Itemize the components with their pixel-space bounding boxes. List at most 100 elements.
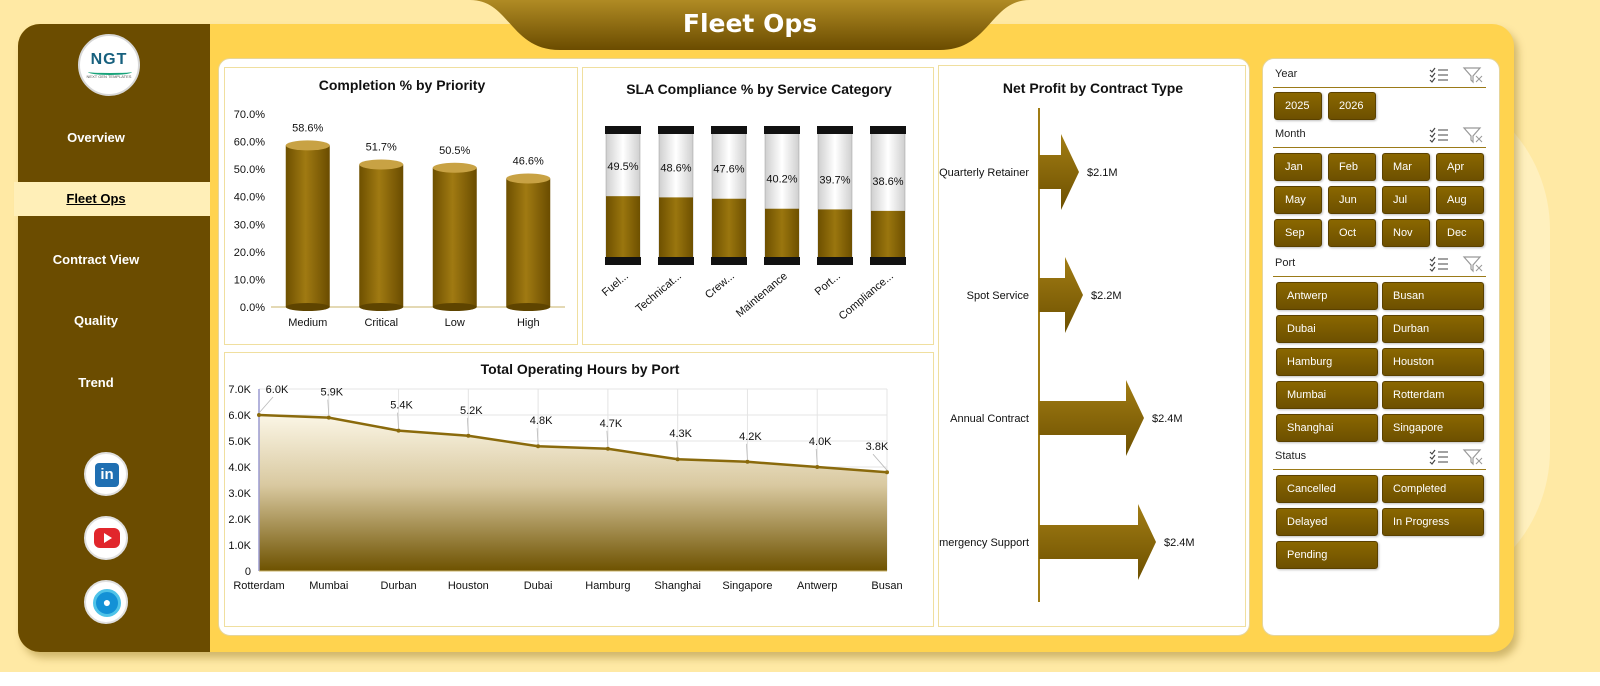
tube-cap-top: [658, 126, 694, 134]
slicer-month-may[interactable]: May: [1274, 186, 1322, 214]
slicer-year-2026[interactable]: 2026: [1328, 92, 1376, 120]
y-tick-label: 6.0K: [228, 410, 251, 422]
bar-medium[interactable]: [285, 140, 330, 311]
slicer-month-dec[interactable]: Dec: [1436, 219, 1484, 247]
bar-high[interactable]: [506, 173, 551, 311]
data-point[interactable]: [466, 433, 471, 438]
x-tick-label: Medium: [288, 317, 327, 329]
bar-low[interactable]: [432, 162, 477, 311]
slicer-port-mumbai[interactable]: Mumbai: [1276, 381, 1378, 409]
data-point[interactable]: [675, 457, 680, 462]
sla-bar[interactable]: [605, 126, 641, 265]
linkedin-icon: in: [95, 463, 119, 487]
y-tick-label: 40.0%: [234, 192, 265, 204]
slicer-status-in-progress[interactable]: In Progress: [1382, 508, 1484, 536]
slicer-month-mar[interactable]: Mar: [1382, 153, 1430, 181]
slicer-month-jan[interactable]: Jan: [1274, 153, 1322, 181]
x-tick-label: Crew...: [703, 270, 737, 301]
slicer-status-cancelled[interactable]: Cancelled: [1276, 475, 1378, 503]
slicer-month-aug[interactable]: Aug: [1436, 186, 1484, 214]
data-point[interactable]: [745, 459, 750, 464]
slicer-port-antwerp[interactable]: Antwerp: [1276, 282, 1378, 310]
tube-cap-top: [711, 126, 747, 134]
y-tick-label: 20.0%: [234, 247, 265, 259]
profit-arrow[interactable]: [1039, 504, 1156, 580]
bar-top: [285, 140, 330, 151]
category-label: Quarterly Retainer: [939, 167, 1029, 179]
slicer-port-durban[interactable]: Durban: [1382, 315, 1484, 343]
slicer-status-delayed[interactable]: Delayed: [1276, 508, 1378, 536]
sidebar-item-trend[interactable]: Trend: [78, 375, 114, 390]
data-label: 48.6%: [660, 162, 691, 174]
sla-bar[interactable]: [817, 126, 853, 265]
chart-sla-compliance: SLA Compliance % by Service Category 49.…: [582, 67, 934, 345]
slicer-port-hamburg[interactable]: Hamburg: [1276, 348, 1378, 376]
profit-arrow[interactable]: [1039, 380, 1144, 456]
sla-bar[interactable]: [658, 126, 694, 265]
clear-filter-icon[interactable]: [1462, 448, 1484, 466]
data-point[interactable]: [257, 413, 261, 417]
linkedin-button[interactable]: in: [84, 452, 128, 496]
sla-bar[interactable]: [764, 126, 800, 265]
data-point[interactable]: [396, 428, 401, 433]
slicer-month-nov[interactable]: Nov: [1382, 219, 1430, 247]
youtube-button[interactable]: [84, 516, 128, 560]
slicer-month-oct[interactable]: Oct: [1328, 219, 1376, 247]
data-label: $2.4M: [1164, 537, 1195, 549]
tube-fill: [659, 197, 693, 263]
slicer-status-pending[interactable]: Pending: [1276, 541, 1378, 569]
sidebar-item-fleet-ops[interactable]: Fleet Ops: [66, 191, 126, 206]
slicer-month-feb[interactable]: Feb: [1328, 153, 1376, 181]
data-label: 4.0K: [809, 436, 832, 448]
data-point[interactable]: [326, 415, 331, 420]
slicer-month-sep[interactable]: Sep: [1274, 219, 1322, 247]
chart-net-profit: Net Profit by Contract Type Quarterly Re…: [932, 65, 1246, 627]
data-point[interactable]: [605, 446, 610, 451]
sidebar-item-quality[interactable]: Quality: [73, 313, 119, 328]
chart-title: Completion % by Priority: [319, 77, 486, 93]
slicer-month-apr[interactable]: Apr: [1436, 153, 1484, 181]
slicer-port-shanghai[interactable]: Shanghai: [1276, 414, 1378, 442]
x-tick-label: Compliance...: [837, 270, 896, 322]
sidebar-item-overview[interactable]: Overview: [67, 130, 125, 145]
x-tick-label: Mumbai: [309, 580, 348, 592]
data-label: 4.7K: [600, 418, 623, 430]
slicer-month-jul[interactable]: Jul: [1382, 186, 1430, 214]
clear-filter-icon[interactable]: [1462, 255, 1484, 273]
x-tick-label: Fuel...: [600, 270, 631, 299]
slicer-port-rotterdam[interactable]: Rotterdam: [1382, 381, 1484, 409]
data-point[interactable]: [815, 465, 820, 469]
multi-select-icon[interactable]: [1428, 126, 1450, 144]
data-label: 38.6%: [872, 176, 903, 188]
slicer-port-houston[interactable]: Houston: [1382, 348, 1484, 376]
data-point[interactable]: [536, 444, 541, 449]
slicer-port-busan[interactable]: Busan: [1382, 282, 1484, 310]
multi-select-icon[interactable]: [1428, 255, 1450, 273]
slicer-month-jun[interactable]: Jun: [1328, 186, 1376, 214]
sla-bar[interactable]: [870, 126, 906, 265]
bar-body: [285, 145, 330, 307]
data-point[interactable]: [885, 470, 889, 475]
clear-filter-icon[interactable]: [1462, 66, 1484, 84]
slicer-year-2025[interactable]: 2025: [1274, 92, 1322, 120]
profit-arrow[interactable]: [1039, 134, 1079, 210]
clear-filter-icon[interactable]: [1462, 126, 1484, 144]
leader-line: [466, 417, 469, 434]
data-label: 4.8K: [530, 415, 553, 427]
slicer-port-dubai[interactable]: Dubai: [1276, 315, 1378, 343]
profit-arrow[interactable]: [1039, 257, 1083, 333]
leader-line: [327, 399, 330, 416]
multi-select-icon[interactable]: [1428, 448, 1450, 466]
bar-top: [506, 173, 551, 184]
leader-line: [676, 441, 679, 458]
leader-line: [536, 428, 539, 445]
bar-body: [432, 167, 477, 307]
bar-critical[interactable]: [359, 159, 404, 311]
chart-title: SLA Compliance % by Service Category: [626, 81, 892, 97]
sidebar-item-contract-view[interactable]: Contract View: [52, 252, 140, 267]
slicer-status-completed[interactable]: Completed: [1382, 475, 1484, 503]
website-button[interactable]: ●: [84, 580, 128, 624]
multi-select-icon[interactable]: [1428, 66, 1450, 84]
slicer-port-singapore[interactable]: Singapore: [1382, 414, 1484, 442]
sla-bar[interactable]: [711, 126, 747, 265]
